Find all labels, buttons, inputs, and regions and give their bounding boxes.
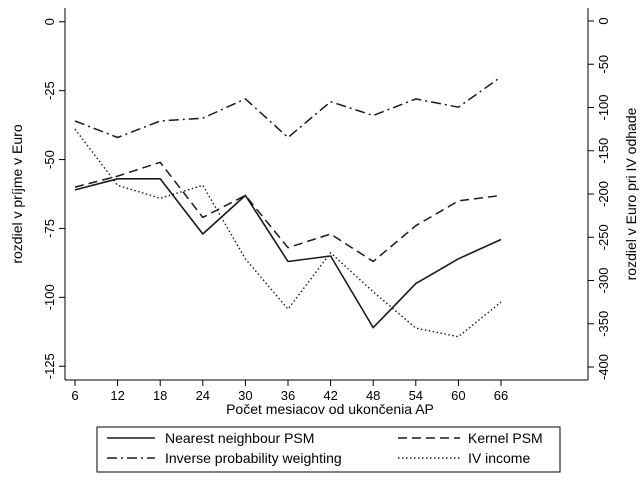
legend-label: Kernel PSM <box>468 430 543 446</box>
x-tick-label: 30 <box>238 388 252 403</box>
x-tick-label: 18 <box>153 388 167 403</box>
y-right-tick-label: 0 <box>596 17 611 24</box>
legend-label: Inverse probability weighting <box>165 450 342 466</box>
x-tick-label: 6 <box>71 388 78 403</box>
x-tick-label: 60 <box>451 388 465 403</box>
y-right-tick-label: -350 <box>596 311 611 337</box>
chart-series <box>74 76 502 338</box>
series-line-inverse-probability-weighting <box>74 76 502 139</box>
x-tick-label: 12 <box>110 388 124 403</box>
y-right-tick-label: -300 <box>596 267 611 293</box>
series-line-kernel-psm <box>74 161 502 263</box>
x-tick-label: 48 <box>366 388 380 403</box>
chart-legend: Nearest neighbour PSM Kernel PSM Inverse p… <box>96 426 561 473</box>
y-left-tick-label: -25 <box>42 81 57 100</box>
x-tick-label: 42 <box>323 388 337 403</box>
legend-label: Nearest neighbour PSM <box>165 430 314 446</box>
x-tick-label: 24 <box>196 388 210 403</box>
series-line-nearest-neighbour-psm <box>74 178 502 329</box>
y-axis-left-title: rozdiel v príjme v Euro <box>9 124 25 263</box>
y-left-tick-label: -125 <box>42 353 57 379</box>
y-right-tick-label: -150 <box>596 138 611 164</box>
y-right-tick-label: -200 <box>596 181 611 207</box>
y-left-tick-label: -50 <box>42 150 57 169</box>
y-axis-right-title: rozdiel v Euro pri IV odhade <box>623 107 639 280</box>
y-left-tick-label: -100 <box>42 284 57 310</box>
x-tick-label: 66 <box>494 388 508 403</box>
y-right-tick-label: -400 <box>596 354 611 380</box>
legend-label: IV income <box>468 450 530 466</box>
x-tick-label: 36 <box>281 388 295 403</box>
legend-box <box>96 426 561 473</box>
chart-ticks: 0 -25 -50 -75 -100 -125 0 -50 -100 -150 -200 -250 -3… <box>42 17 611 403</box>
chart-axes <box>64 8 589 381</box>
y-left-tick-label: -75 <box>42 219 57 238</box>
x-tick-label: 54 <box>409 388 423 403</box>
y-right-tick-label: -100 <box>596 94 611 120</box>
x-axis-title: Počet mesiacov od ukončenia AP <box>226 401 434 417</box>
y-left-tick-label: 0 <box>42 18 57 25</box>
y-right-tick-label: -250 <box>596 224 611 250</box>
series-line-iv-income <box>74 128 502 338</box>
y-right-tick-label: -50 <box>596 55 611 74</box>
